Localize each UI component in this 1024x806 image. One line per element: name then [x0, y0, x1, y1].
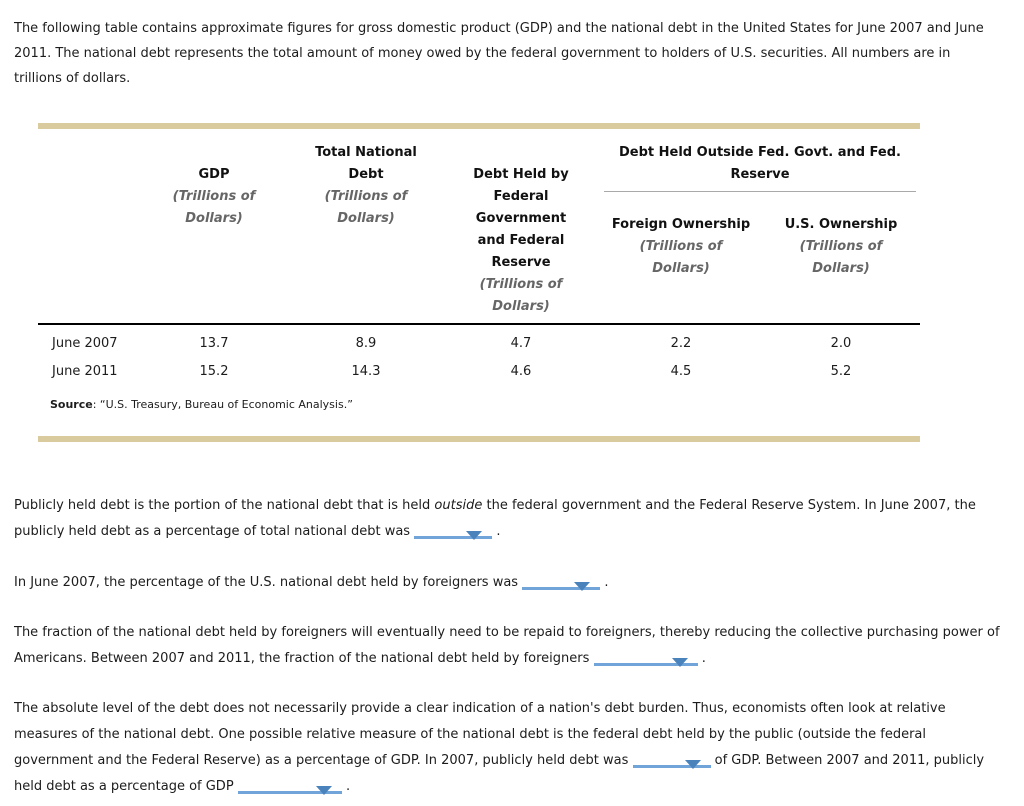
question-text: The fraction of the national debt held b…	[14, 625, 1000, 666]
question-text: In June 2007, the percentage of the U.S.…	[14, 575, 519, 590]
question-text: Publicly held debt is the portion of the…	[14, 498, 431, 513]
column-group-debt-held-outside: Debt Held Outside Fed. Govt. and Fed. Re…	[600, 142, 920, 318]
question-2: In June 2007, the percentage of the U.S.…	[14, 570, 1006, 596]
question-suffix: .	[345, 779, 351, 794]
cell-debt-held-by-fed: 4.7	[510, 336, 532, 351]
column-header-foreign-ownership: Foreign Ownership (Trillions of Dollars)	[600, 214, 762, 280]
question-text: The absolute level of the debt does not …	[14, 701, 946, 768]
answer-dropdown-q2[interactable]	[522, 575, 601, 591]
column-unit: (Trillions of Dollars)	[639, 239, 723, 276]
dropdown-arrow-icon	[684, 760, 701, 769]
dropdown-arrow-icon	[671, 658, 688, 667]
answer-dropdown-q4a[interactable]	[632, 753, 711, 769]
header-divider	[38, 323, 920, 325]
table-row-june-2007: June 2007 13.7 8.9 4.7 2.2 2.0	[38, 325, 920, 353]
column-unit: (Trillions of Dollars)	[324, 189, 408, 226]
column-header-us-ownership: U.S. Ownership (Trillions of Dollars)	[762, 214, 920, 280]
question-text: of GDP. Between 2007 and 2011, publicly …	[14, 753, 985, 794]
column-title: Foreign Ownership	[611, 217, 751, 232]
question-3: The fraction of the national debt held b…	[14, 620, 1006, 672]
question-text-italic: outside	[434, 498, 483, 513]
group-subcolumns: Foreign Ownership (Trillions of Dollars)…	[600, 214, 920, 280]
intro-paragraph: The following table contains approximate…	[14, 21, 984, 86]
row-label: June 2007	[52, 336, 118, 351]
column-unit: (Trillions of Dollars)	[172, 189, 256, 226]
source-text: : “U.S. Treasury, Bureau of Economic Ana…	[92, 398, 353, 411]
gdp-debt-table: GDP (Trillions of Dollars) Total Nationa…	[38, 123, 920, 442]
cell-total-national-debt: 14.3	[351, 364, 381, 379]
dropdown-arrow-icon	[315, 786, 332, 795]
question-suffix: .	[701, 651, 706, 666]
column-title: Total National Debt	[315, 145, 417, 182]
cell-us-ownership: 2.0	[830, 336, 852, 351]
cell-debt-held-by-fed: 4.6	[510, 364, 532, 379]
column-header-total-national-debt: Total National Debt (Trillions of Dollar…	[290, 142, 442, 318]
source-label: Source	[50, 398, 93, 411]
cell-gdp: 13.7	[199, 336, 229, 351]
column-header-debt-held-by-fed: Debt Held by Federal Government and Fede…	[442, 142, 600, 318]
row-label-column-header	[38, 142, 138, 318]
question-suffix: .	[496, 524, 501, 539]
group-title: Debt Held Outside Fed. Govt. and Fed. Re…	[604, 142, 916, 192]
question-text: the federal government and the Federal R…	[14, 498, 976, 539]
table-bottom-bar	[38, 436, 920, 442]
answer-dropdown-q4b[interactable]	[237, 779, 342, 795]
table-header: GDP (Trillions of Dollars) Total Nationa…	[38, 129, 920, 318]
column-header-gdp: GDP (Trillions of Dollars)	[138, 142, 290, 318]
dropdown-arrow-icon	[574, 582, 591, 591]
table-row-june-2011: June 2011 15.2 14.3 4.6 4.5 5.2	[38, 353, 920, 381]
column-title: Debt Held by Federal Government and Fede…	[473, 167, 569, 270]
question-suffix: .	[604, 575, 609, 590]
answer-dropdown-q1[interactable]	[414, 524, 493, 540]
column-title: GDP	[198, 167, 230, 182]
question-1: Publicly held debt is the portion of the…	[14, 493, 1006, 545]
dropdown-arrow-icon	[466, 531, 483, 540]
cell-total-national-debt: 8.9	[355, 336, 377, 351]
cell-foreign-ownership: 2.2	[670, 336, 692, 351]
cell-us-ownership: 5.2	[830, 364, 852, 379]
column-unit: (Trillions of Dollars)	[799, 239, 883, 276]
table-top-bar	[38, 123, 920, 129]
column-title: U.S. Ownership	[784, 217, 898, 232]
table-source-note: Source: “U.S. Treasury, Bureau of Econom…	[38, 398, 920, 411]
cell-gdp: 15.2	[199, 364, 229, 379]
answer-dropdown-q3[interactable]	[593, 651, 698, 667]
column-unit: (Trillions of Dollars)	[479, 277, 563, 314]
cell-foreign-ownership: 4.5	[670, 364, 692, 379]
question-4: The absolute level of the debt does not …	[14, 696, 1006, 800]
row-label: June 2011	[52, 364, 118, 379]
